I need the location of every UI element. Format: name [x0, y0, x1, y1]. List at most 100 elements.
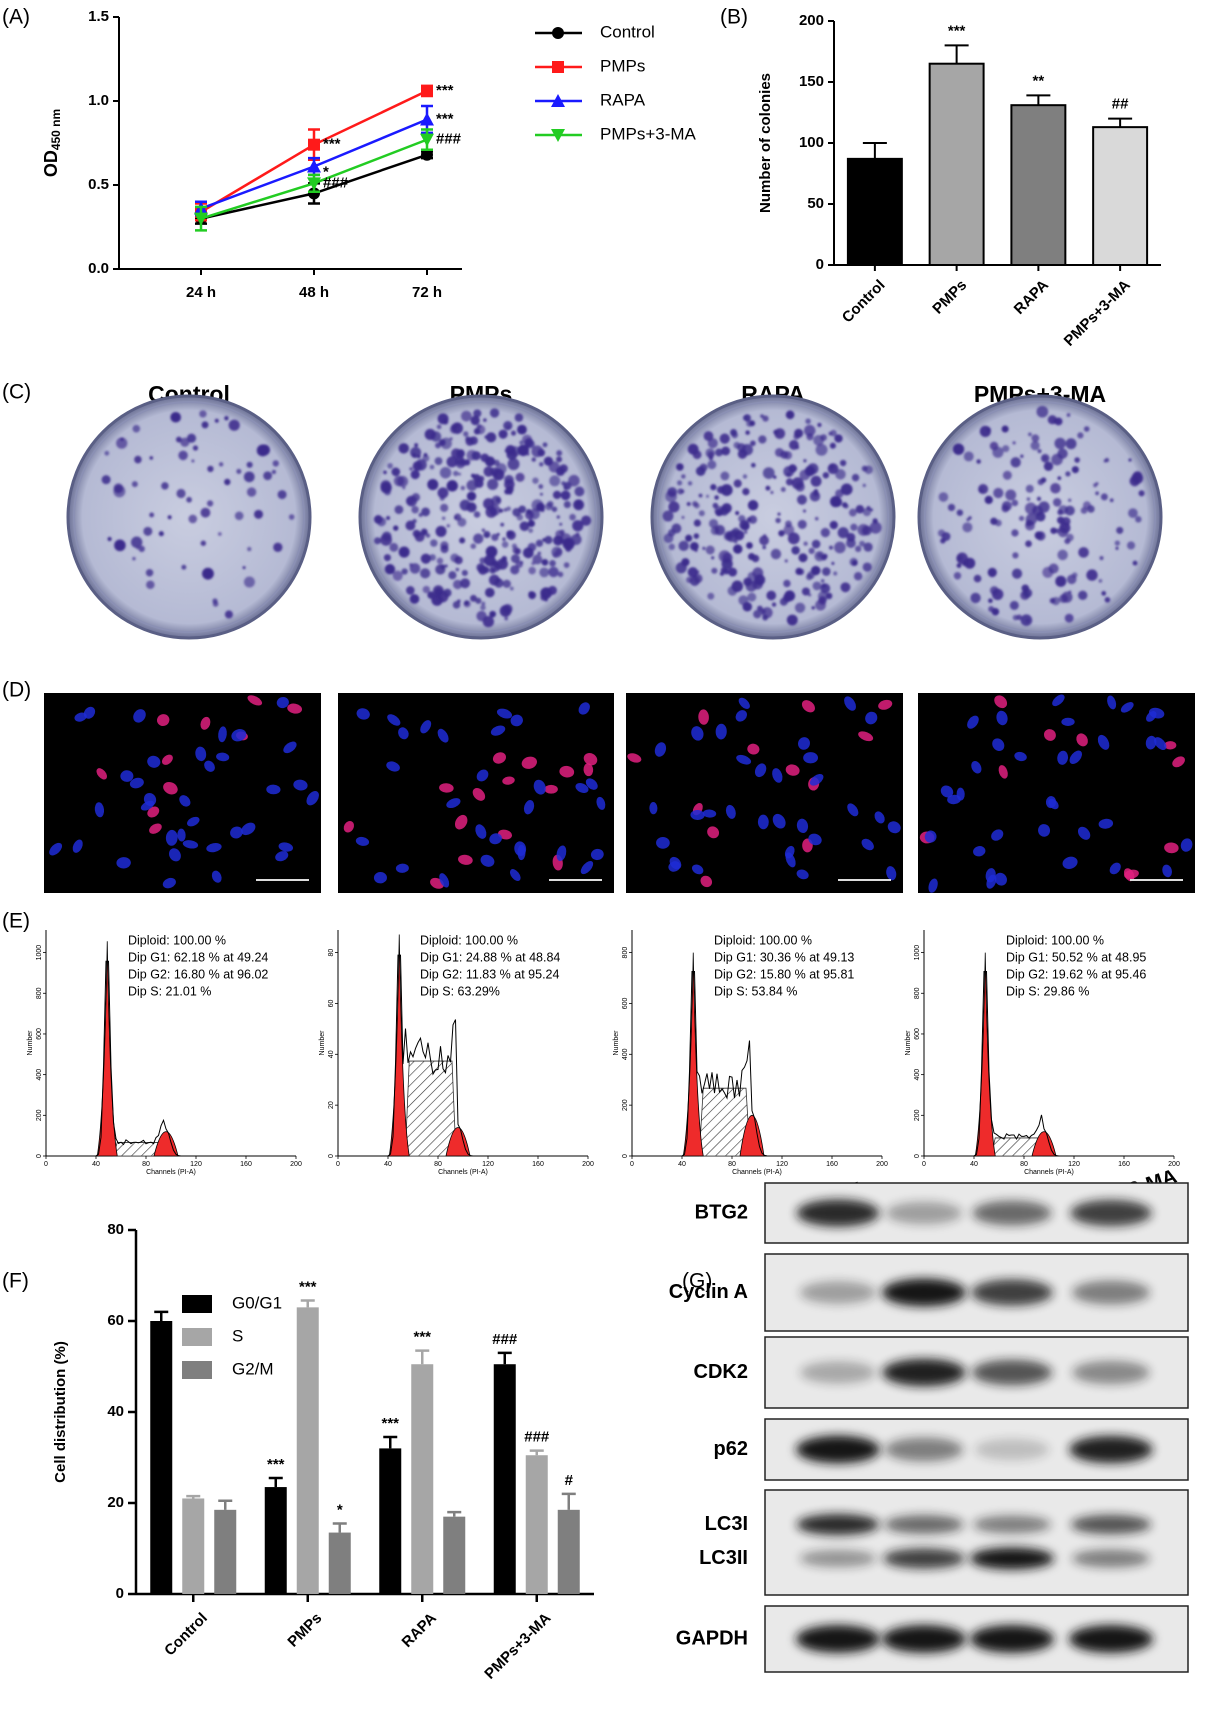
colony	[702, 546, 706, 550]
nucleus	[559, 765, 575, 778]
colony	[1104, 597, 1111, 603]
colony	[373, 515, 383, 524]
y-axis-label-main: OD	[41, 150, 61, 177]
nucleus	[1044, 729, 1056, 741]
nucleus	[74, 712, 87, 722]
y-tick-label: 800	[622, 947, 629, 959]
nucleus	[1120, 702, 1134, 713]
colony	[544, 535, 553, 545]
colony	[962, 560, 968, 567]
colony	[692, 501, 698, 507]
nucleus	[247, 695, 263, 706]
nucleus	[580, 861, 594, 875]
stats-line: Dip G2: 16.80 % at 96.02	[128, 967, 268, 981]
colony	[411, 493, 421, 502]
significance-label: ###	[492, 1331, 518, 1348]
colony	[405, 586, 415, 595]
colony	[191, 459, 195, 463]
nucleus	[195, 746, 207, 762]
y-tick-label: 100	[799, 134, 824, 151]
colony	[821, 567, 831, 576]
nucleus	[698, 709, 709, 725]
colony	[246, 461, 253, 468]
colony	[202, 567, 214, 580]
colony	[953, 572, 962, 580]
colony	[1025, 484, 1034, 493]
colony	[104, 450, 110, 456]
colony	[783, 524, 795, 536]
colony	[762, 467, 775, 479]
colony	[138, 545, 145, 552]
colony	[517, 444, 530, 457]
x-tick-label: 120	[482, 1161, 494, 1168]
x-tick-label: 80	[728, 1161, 736, 1168]
point	[307, 177, 321, 191]
colony	[576, 501, 581, 506]
colony	[114, 539, 126, 552]
significance-label: *	[337, 1501, 343, 1518]
colony	[494, 578, 504, 588]
colony	[1001, 504, 1010, 513]
stats-line: Dip S: 53.84 %	[714, 984, 797, 998]
legend-swatch	[182, 1295, 212, 1313]
colony	[536, 502, 545, 512]
y-axis-label-sub: 450 nm	[49, 109, 63, 150]
stats-line: Dip G2: 19.62 % at 95.46	[1006, 967, 1146, 981]
bar	[411, 1364, 434, 1594]
x-tick-label: Control	[161, 1610, 211, 1660]
colony	[547, 500, 554, 508]
colony	[528, 591, 537, 600]
nucleus	[437, 728, 449, 743]
colony	[1071, 466, 1079, 474]
nucleus	[502, 776, 515, 785]
colony	[737, 449, 748, 459]
colony	[1031, 434, 1040, 443]
colony	[498, 508, 504, 513]
colonies	[937, 405, 1145, 626]
x-axis-label: Channels (PI-A)	[1024, 1169, 1074, 1176]
colony	[439, 466, 452, 479]
colony	[510, 554, 520, 564]
colony	[446, 456, 458, 468]
nucleus	[94, 802, 105, 818]
stats-line: Dip G2: 15.80 % at 95.81	[714, 967, 854, 981]
colony	[707, 438, 718, 449]
legend-swatch	[182, 1328, 212, 1346]
colony	[256, 444, 269, 457]
colony	[559, 522, 563, 526]
colony	[1025, 540, 1032, 548]
colony	[787, 532, 800, 545]
colony	[568, 474, 580, 487]
colony	[799, 469, 811, 481]
colony	[703, 431, 714, 441]
colony	[414, 443, 419, 447]
colony	[990, 517, 998, 525]
colony	[984, 495, 993, 505]
y-tick-label: 150	[799, 73, 824, 90]
nucleus	[206, 843, 222, 853]
point	[307, 159, 321, 173]
nucleus	[1097, 734, 1110, 750]
stats-line: Dip G1: 50.52 % at 48.95	[1006, 950, 1146, 964]
nucleus	[1038, 824, 1051, 837]
colony	[528, 566, 536, 575]
significance-label: ***	[381, 1415, 399, 1432]
colony	[828, 463, 835, 470]
y-axis-label: Number	[319, 1030, 326, 1056]
colony	[460, 485, 466, 491]
colony	[784, 559, 788, 563]
nucleus	[967, 715, 979, 729]
colony	[725, 532, 732, 540]
nucleus	[355, 836, 370, 846]
colony	[200, 507, 211, 518]
colony	[411, 505, 419, 514]
colony	[132, 424, 141, 433]
colony	[678, 540, 689, 552]
colony	[384, 564, 396, 575]
colony	[782, 593, 792, 603]
colony	[742, 474, 748, 479]
colony	[161, 482, 169, 490]
colony	[993, 487, 1004, 499]
colony	[387, 462, 393, 469]
colony	[719, 571, 725, 576]
